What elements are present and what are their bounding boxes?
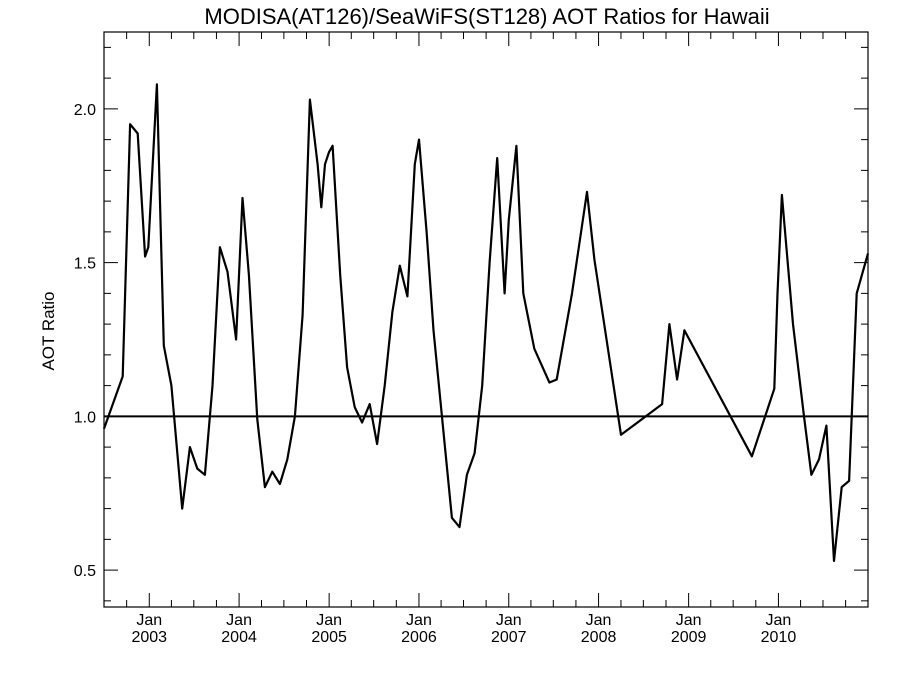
x-tick-label-year: 2005 <box>311 629 347 646</box>
x-tick-label-month: Jan <box>316 612 342 629</box>
series-line-0 <box>102 83 870 563</box>
y-tick-label: 1.0 <box>74 409 96 426</box>
x-tick-label-year: 2010 <box>761 629 797 646</box>
x-tick-label-month: Jan <box>226 612 252 629</box>
x-tick-label-year: 2003 <box>131 629 167 646</box>
x-tick-label-month: Jan <box>496 612 522 629</box>
plot-area: 0.51.01.52.0 Jan2003Jan2004Jan2005Jan200… <box>74 31 870 646</box>
y-axis-label: AOT Ratio <box>39 291 58 370</box>
x-tick-label-year: 2009 <box>671 629 707 646</box>
x-tick-label-month: Jan <box>406 612 432 629</box>
x-tick-label-year: 2008 <box>581 629 617 646</box>
series-group <box>102 83 870 563</box>
x-tick-label-year: 2007 <box>491 629 527 646</box>
x-tick-label-month: Jan <box>676 612 702 629</box>
y-tick-label: 0.5 <box>74 563 96 580</box>
y-tick-label: 2.0 <box>74 102 96 119</box>
y-axis-ticks: 0.5 1.0 1.5 2.0 <box>74 46 868 602</box>
x-tick-label-month: Jan <box>586 612 612 629</box>
x-tick-label-month: Jan <box>136 612 162 629</box>
chart-title: MODISA(AT126)/SeaWiFS(ST128) AOT Ratios … <box>204 4 769 29</box>
x-tick-label-year: 2006 <box>401 629 437 646</box>
x-axis-ticks: Jan2003Jan2004Jan2005Jan2006Jan2007Jan20… <box>103 32 847 646</box>
y-tick-label: 1.5 <box>74 256 96 273</box>
x-tick-label-year: 2004 <box>221 629 257 646</box>
x-tick-label-month: Jan <box>766 612 792 629</box>
